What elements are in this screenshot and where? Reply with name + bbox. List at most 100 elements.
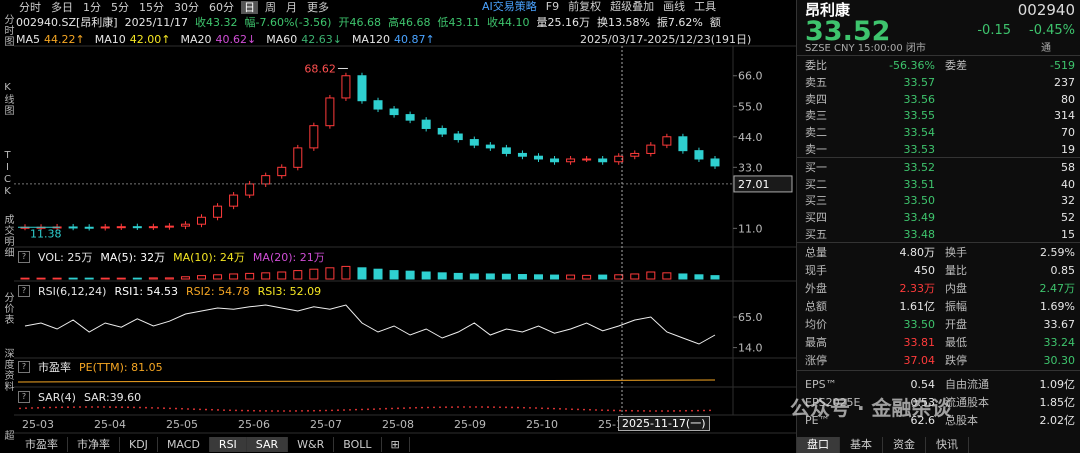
book-volume: 80 xyxy=(1061,92,1075,106)
candle-body xyxy=(550,158,560,163)
candle-body xyxy=(598,158,608,163)
tool-button[interactable]: F9 xyxy=(545,0,560,13)
sar-dot xyxy=(493,406,495,409)
quote-field: 幅-7.60%(-3.56) xyxy=(244,16,332,29)
divider xyxy=(797,242,1080,243)
indicator-value: MA(10): 24万 xyxy=(173,250,245,264)
side-tab[interactable]: 深度资料 xyxy=(2,348,13,392)
sar-dot xyxy=(673,410,675,412)
tool-button[interactable]: 工具 xyxy=(694,0,717,13)
indicator-tab[interactable]: KDJ xyxy=(120,437,158,452)
candle-body xyxy=(180,223,190,227)
side-tab[interactable]: K线图 xyxy=(2,82,13,116)
panel-tab[interactable]: 资金 xyxy=(883,437,926,453)
volume-bar xyxy=(100,277,110,280)
sar-dot xyxy=(169,407,171,410)
quote-field: 换13.58% xyxy=(596,16,650,29)
stat-value: 4.80万 xyxy=(899,246,936,259)
volume-bar xyxy=(20,277,30,280)
watermark: 公众号 · 金融杂谈 xyxy=(790,396,952,420)
ma-value: 40.87↑ xyxy=(393,33,435,46)
quote-field: 低43.11 xyxy=(437,16,480,29)
indicator-tab[interactable]: BOLL xyxy=(334,437,382,452)
help-icon[interactable]: ? xyxy=(18,361,30,373)
indicator-tab[interactable]: RSI xyxy=(209,437,247,452)
panel-tab[interactable]: 盘口 xyxy=(797,437,840,453)
period-tab[interactable]: 1分 xyxy=(83,1,101,14)
label: 委差 xyxy=(945,59,967,72)
panel-tab[interactable]: 基本 xyxy=(840,437,883,453)
volume-bar xyxy=(630,273,640,280)
sar-dot xyxy=(679,409,681,412)
indicator-value: VOL: 25万 xyxy=(38,250,93,264)
y-tick-label: 33.0 xyxy=(738,161,763,174)
candle-body xyxy=(164,225,174,228)
candle-body xyxy=(469,139,479,146)
indicator-value: MA(20): 21万 xyxy=(252,250,325,264)
label: 委比 xyxy=(805,59,827,72)
help-icon[interactable]: ? xyxy=(18,285,30,297)
side-tab[interactable]: TICK xyxy=(2,150,13,198)
stat-value: 33.67 xyxy=(1043,318,1076,331)
indicator-tab[interactable]: MACD xyxy=(158,437,210,452)
sar-dot xyxy=(481,406,483,408)
volume-bar xyxy=(405,270,415,280)
tool-button[interactable]: 画线 xyxy=(663,0,686,13)
stat-label: 总量 xyxy=(805,246,827,259)
help-icon[interactable]: ? xyxy=(18,391,30,403)
period-tab[interactable]: 更多 xyxy=(307,1,329,14)
indicator-tab[interactable]: 市净率 xyxy=(68,437,120,452)
book-volume: 237 xyxy=(1054,76,1075,89)
period-tab[interactable]: 多日 xyxy=(51,1,73,14)
sar-dot xyxy=(565,408,567,410)
stat-label: EPS™ xyxy=(805,378,837,391)
period-tab[interactable]: 周 xyxy=(265,1,276,14)
stat-value: 2.59% xyxy=(1040,246,1075,259)
sar-dot xyxy=(571,408,573,411)
help-icon[interactable]: ? xyxy=(18,251,30,263)
period-tab[interactable]: 60分 xyxy=(209,1,234,14)
tool-button[interactable]: 超级叠加 xyxy=(610,0,655,13)
indicator-tab[interactable]: ⊞ xyxy=(382,437,410,452)
indicator-tab[interactable]: SAR xyxy=(246,437,289,452)
stat-label: 最低 xyxy=(945,336,967,349)
sar-dot xyxy=(283,410,285,412)
side-tab[interactable]: 超 xyxy=(2,430,13,441)
period-tab[interactable]: 月 xyxy=(286,1,297,14)
period-tab[interactable]: 30分 xyxy=(174,1,199,14)
stat-label: 自由流通 xyxy=(945,378,989,391)
last-price: 33.52 xyxy=(805,16,891,47)
volume-bar xyxy=(261,272,271,280)
sar-dot xyxy=(625,409,627,412)
sar-dot xyxy=(643,410,645,412)
tool-button[interactable]: 前复权 xyxy=(568,0,602,13)
sar-dot xyxy=(157,407,159,409)
sar-dot xyxy=(91,406,93,408)
indicator-value: RSI2: 54.78 xyxy=(186,284,250,298)
volume-bar xyxy=(485,273,495,280)
x-tick-label: 25-07 xyxy=(310,418,342,431)
side-tab[interactable]: 分时图 xyxy=(2,14,13,47)
period-tab[interactable]: 15分 xyxy=(139,1,164,14)
stat-value: 0.54 xyxy=(910,378,936,391)
period-tab[interactable]: 5分 xyxy=(111,1,129,14)
volume-bar xyxy=(229,273,239,280)
sar-dot xyxy=(553,407,555,410)
tool-button[interactable]: AI交易策略 xyxy=(482,0,537,13)
indicator-value: PE(TTM): 81.05 xyxy=(79,360,163,374)
period-tab[interactable]: 日 xyxy=(241,1,258,14)
side-tab[interactable]: 成交明细 xyxy=(2,214,13,258)
sar-dot xyxy=(703,409,705,412)
divider xyxy=(797,55,1080,56)
sar-dot xyxy=(139,406,141,409)
y-tick-label: 44.0 xyxy=(738,131,763,144)
side-tab[interactable]: 分价表 xyxy=(2,292,13,325)
candle-body xyxy=(533,155,543,160)
indicator-tab[interactable]: W&R xyxy=(288,437,335,452)
sar-dot xyxy=(109,406,111,408)
indicator-tab[interactable]: 市盈率 xyxy=(16,437,68,452)
volume-bar xyxy=(373,268,383,280)
period-tab[interactable]: 分时 xyxy=(19,1,41,14)
panel-tab[interactable]: 快讯 xyxy=(926,437,969,453)
